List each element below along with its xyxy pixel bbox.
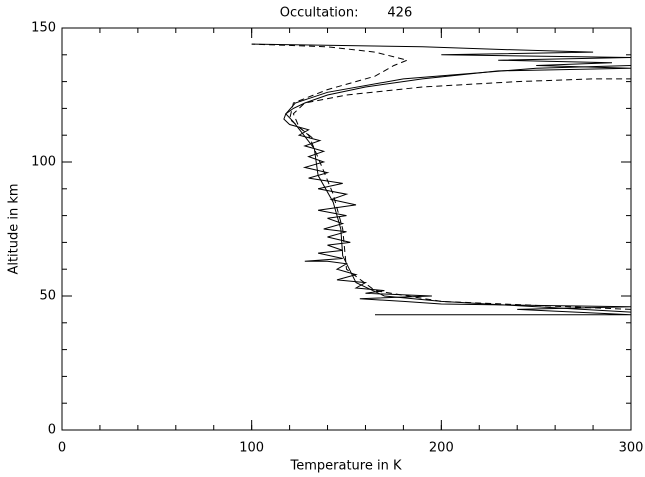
y-tick-label: 100 bbox=[31, 155, 56, 170]
x-tick-label: 300 bbox=[619, 441, 644, 456]
profile-line bbox=[251, 43, 632, 316]
y-tick-label: 50 bbox=[39, 289, 56, 304]
profile-line bbox=[292, 78, 631, 139]
x-tick-label: 100 bbox=[239, 441, 264, 456]
x-tick-label: 0 bbox=[58, 441, 66, 456]
plot-frame bbox=[61, 27, 632, 431]
y-tick-label: 150 bbox=[31, 21, 56, 36]
chart-title: Occultation: 426 bbox=[280, 6, 412, 21]
profile-line bbox=[285, 65, 632, 313]
x-tick-label: 200 bbox=[429, 441, 454, 456]
y-axis-label: Altitude in km bbox=[7, 183, 22, 274]
profile-line bbox=[251, 43, 632, 310]
y-tick-label: 0 bbox=[48, 423, 56, 438]
x-axis-label: Temperature in K bbox=[290, 459, 402, 474]
